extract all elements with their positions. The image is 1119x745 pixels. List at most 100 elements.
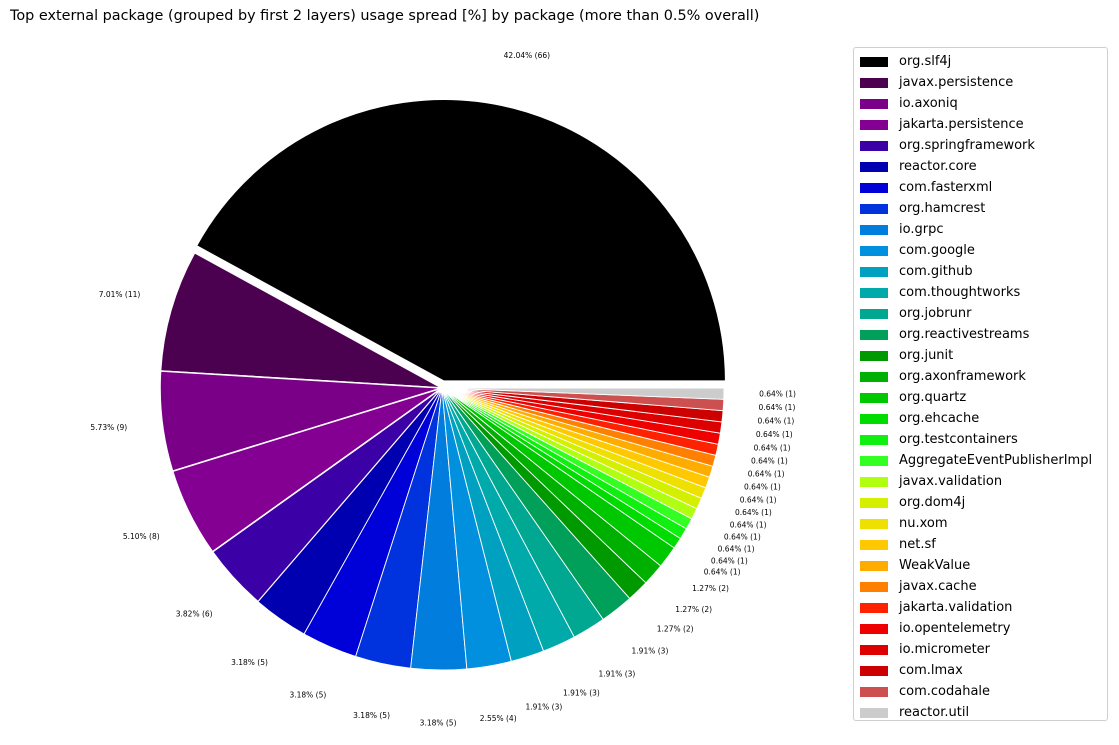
slice-label-weakvalue: 0.64% (1): [744, 483, 781, 492]
legend-label: com.codahale: [899, 684, 991, 699]
legend-item-reactor-core: reactor.core: [860, 156, 1107, 177]
legend-label: javax.persistence: [899, 75, 1014, 90]
slice-label-org-dom4j: 0.64% (1): [730, 520, 767, 529]
slice-label-jakarta-persistence: 5.10% (8): [123, 532, 160, 541]
legend-item-org-junit: org.junit: [860, 345, 1107, 366]
slice-label-jakarta-validation: 0.64% (1): [751, 457, 788, 466]
slice-label-com-fasterxml: 3.18% (5): [289, 691, 326, 700]
legend-swatch: [860, 518, 888, 529]
legend-swatch: [860, 623, 888, 634]
legend-swatch: [860, 476, 888, 487]
legend-item-org-ehcache: org.ehcache: [860, 408, 1107, 429]
legend-item-javax-cache: javax.cache: [860, 576, 1107, 597]
pie-slice-reactor-util: [441, 387, 725, 400]
legend-item-io-opentelemetry: io.opentelemetry: [860, 618, 1107, 639]
legend-item-com-github: com.github: [860, 261, 1107, 282]
legend-label: org.jobrunr: [899, 306, 972, 321]
legend-swatch: [860, 539, 888, 550]
legend-swatch: [860, 581, 888, 592]
slice-label-reactor-core: 3.18% (5): [231, 658, 268, 667]
legend-item-weakvalue: WeakValue: [860, 555, 1107, 576]
legend-label: io.grpc: [899, 222, 944, 237]
legend-label: org.ehcache: [899, 411, 980, 426]
legend-label: org.hamcrest: [899, 201, 986, 216]
legend-label: io.axoniq: [899, 96, 958, 111]
legend-label: com.thoughtworks: [899, 285, 1021, 300]
legend-swatch: [860, 707, 888, 718]
slice-label-nu-xom: 0.64% (1): [735, 508, 772, 517]
slice-label-org-junit: 1.27% (2): [657, 624, 694, 633]
slice-label-io-opentelemetry: 0.64% (1): [754, 443, 791, 452]
legend-swatch: [860, 182, 888, 193]
legend-item-org-reactivestreams: org.reactivestreams: [860, 324, 1107, 345]
legend-label: reactor.util: [899, 705, 970, 720]
legend-item-nu-xom: nu.xom: [860, 513, 1107, 534]
slice-label-org-hamcrest: 3.18% (5): [353, 711, 390, 720]
legend-item-aggregateeventpublisherimpl: AggregateEventPublisherImpl: [860, 450, 1107, 471]
legend-label: org.axonframework: [899, 369, 1026, 384]
legend-item-com-google: com.google: [860, 240, 1107, 261]
legend-label: org.testcontainers: [899, 432, 1018, 447]
legend-label: net.sf: [899, 537, 936, 552]
legend-item-org-slf4j: org.slf4j: [860, 51, 1107, 72]
legend-swatch: [860, 350, 888, 361]
slice-labels: 42.04% (66) 7.01% (11) 5.73% (9) 5.10% (8) 3…: [90, 51, 796, 727]
legend-swatch: [860, 266, 888, 277]
slice-label-javax-persistence: 7.01% (11): [99, 290, 141, 299]
legend-swatch: [860, 644, 888, 655]
legend-item-com-codahale: com.codahale: [860, 681, 1107, 702]
slice-label-org-slf4j: 42.04% (66): [504, 51, 550, 60]
legend-label: AggregateEventPublisherImpl: [899, 453, 1093, 468]
legend-item-com-thoughtworks: com.thoughtworks: [860, 282, 1107, 303]
slice-label-org-reactivestreams: 1.91% (3): [632, 646, 669, 655]
legend-swatch: [860, 413, 888, 424]
legend-item-com-fasterxml: com.fasterxml: [860, 177, 1107, 198]
legend-swatch: [860, 119, 888, 130]
legend-swatch: [860, 329, 888, 340]
legend-label: org.reactivestreams: [899, 327, 1030, 342]
legend-item-org-jobrunr: org.jobrunr: [860, 303, 1107, 324]
legend-item-com-lmax: com.lmax: [860, 660, 1107, 681]
legend-item-jakarta-persistence: jakarta.persistence: [860, 114, 1107, 135]
legend-swatch: [860, 665, 888, 676]
legend-label: nu.xom: [899, 516, 948, 531]
slice-label-org-ehcache: 0.64% (1): [704, 568, 741, 577]
legend-item-org-testcontainers: org.testcontainers: [860, 429, 1107, 450]
legend: org.slf4j javax.persistence io.axoniq jakar…: [853, 47, 1108, 721]
slice-label-org-testcontainers: 0.64% (1): [711, 556, 748, 565]
legend-label: io.micrometer: [899, 642, 991, 657]
legend-swatch: [860, 203, 888, 214]
legend-swatch: [860, 56, 888, 67]
slice-label-org-axonframework: 1.27% (2): [675, 605, 712, 614]
legend-swatch: [860, 77, 888, 88]
slice-label-org-jobrunr: 1.91% (3): [599, 669, 636, 678]
legend-label: io.opentelemetry: [899, 621, 1011, 636]
legend-item-net-sf: net.sf: [860, 534, 1107, 555]
pie-slice-javax-persistence: [159, 251, 443, 389]
legend-item-reactor-util: reactor.util: [860, 702, 1107, 723]
slice-label-com-codahale: 0.64% (1): [759, 403, 796, 412]
slice-label-com-github: 1.91% (3): [525, 703, 562, 712]
legend-swatch: [860, 392, 888, 403]
slice-label-reactor-util: 0.64% (1): [759, 390, 796, 399]
legend-label: com.lmax: [899, 663, 963, 678]
slice-label-com-lmax: 0.64% (1): [757, 417, 794, 426]
chart-title: Top external package (grouped by first 2…: [10, 8, 760, 24]
legend-label: WeakValue: [899, 558, 971, 573]
pie-slice-org-slf4j: [195, 98, 727, 383]
slice-label-org-springframework: 3.82% (6): [176, 609, 213, 618]
legend-label: org.springframework: [899, 138, 1035, 153]
slice-label-com-google: 2.55% (4): [480, 714, 517, 723]
slice-label-com-thoughtworks: 1.91% (3): [563, 688, 600, 697]
legend-item-org-axonframework: org.axonframework: [860, 366, 1107, 387]
legend-swatch: [860, 686, 888, 697]
legend-item-org-dom4j: org.dom4j: [860, 492, 1107, 513]
legend-item-org-springframework: org.springframework: [860, 135, 1107, 156]
slice-label-io-micrometer: 0.64% (1): [756, 430, 793, 439]
legend-swatch: [860, 497, 888, 508]
legend-label: jakarta.validation: [899, 600, 1013, 615]
legend-swatch: [860, 602, 888, 613]
legend-item-javax-persistence: javax.persistence: [860, 72, 1107, 93]
legend-swatch: [860, 560, 888, 571]
legend-item-javax-validation: javax.validation: [860, 471, 1107, 492]
